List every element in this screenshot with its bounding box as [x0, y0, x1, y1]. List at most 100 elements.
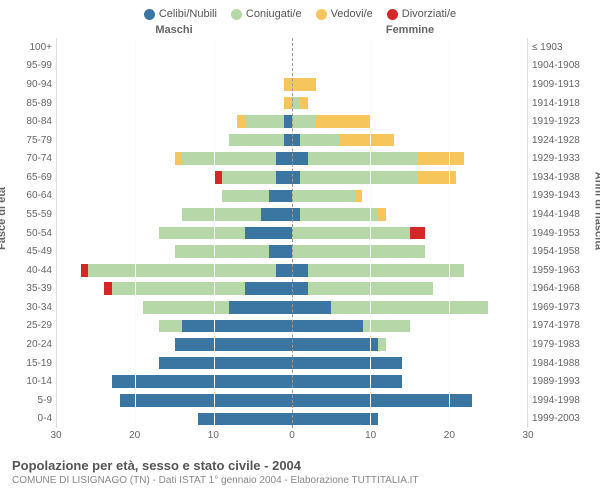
legend-item: Celibi/Nubili: [144, 8, 217, 20]
bar-row-female: [292, 75, 527, 94]
bar-segment: [410, 227, 426, 240]
bar-segment: [292, 394, 472, 407]
bar-row-female: [292, 410, 527, 429]
bar-row-female: [292, 112, 527, 131]
bar-segment: [292, 264, 308, 277]
bar-row-male: [57, 317, 292, 336]
bar-segment: [292, 413, 378, 426]
bar-row-female: [292, 317, 527, 336]
bar-segment: [229, 301, 292, 314]
bar-row-female: [292, 298, 527, 317]
age-label: 35-39: [12, 280, 56, 299]
bar-row-male: [57, 354, 292, 373]
age-label: 50-54: [12, 224, 56, 243]
age-label: 75-79: [12, 131, 56, 150]
bar-segment: [300, 208, 378, 221]
chart-canvas: [56, 38, 528, 428]
bar-segment: [81, 264, 89, 277]
bar-segment: [292, 227, 410, 240]
birth-label: 1939-1943: [528, 187, 588, 206]
bar-row-male: [57, 131, 292, 150]
bar-segment: [339, 134, 394, 147]
birth-label: 1959-1963: [528, 261, 588, 280]
bar-segment: [159, 227, 245, 240]
bar-row-female: [292, 224, 527, 243]
center-divider: [292, 38, 293, 428]
bar-segment: [245, 227, 292, 240]
bar-row-female: [292, 187, 527, 206]
bar-segment: [159, 357, 292, 370]
bar-segment: [316, 115, 371, 128]
column-headers: Maschi Femmine: [12, 24, 588, 36]
legend-label: Vedovi/e: [331, 8, 373, 20]
bar-segment: [378, 208, 386, 221]
bar-row-male: [57, 112, 292, 131]
birth-label: 1994-1998: [528, 391, 588, 410]
legend-swatch: [231, 9, 242, 20]
bar-segment: [276, 152, 292, 165]
bar-segment: [292, 301, 331, 314]
chart-subtitle: COMUNE DI LISIGNAGO (TN) - Dati ISTAT 1°…: [12, 475, 588, 486]
bar-segment: [292, 245, 425, 258]
birth-label: 1909-1913: [528, 75, 588, 94]
bar-segment: [143, 301, 229, 314]
birth-label: 1914-1918: [528, 94, 588, 113]
bar-segment: [276, 264, 292, 277]
bar-row-female: [292, 57, 527, 76]
birth-label: 1919-1923: [528, 112, 588, 131]
x-tick: 10: [208, 430, 219, 441]
bar-row-male: [57, 391, 292, 410]
birth-label: 1989-1993: [528, 372, 588, 391]
bar-row-female: [292, 391, 527, 410]
bar-row-male: [57, 242, 292, 261]
bar-segment: [120, 394, 292, 407]
bar-segment: [292, 375, 402, 388]
birth-label: 1944-1948: [528, 205, 588, 224]
bar-segment: [88, 264, 276, 277]
legend-item: Divorziati/e: [387, 8, 456, 20]
bar-segment: [229, 134, 284, 147]
bar-segment: [175, 338, 293, 351]
age-label: 70-74: [12, 149, 56, 168]
birth-label: 1984-1988: [528, 354, 588, 373]
bar-segment: [159, 320, 183, 333]
bar-row-female: [292, 280, 527, 299]
bar-segment: [292, 97, 300, 110]
bar-row-male: [57, 261, 292, 280]
bar-segment: [175, 152, 183, 165]
bar-row-male: [57, 57, 292, 76]
bar-segment: [292, 208, 300, 221]
y-axis-right-title: Anni di nascita: [592, 172, 600, 250]
bar-row-male: [57, 224, 292, 243]
bar-row-male: [57, 149, 292, 168]
bar-segment: [112, 375, 292, 388]
bar-segment: [292, 338, 378, 351]
x-tick: 20: [129, 430, 140, 441]
bar-segment: [292, 171, 300, 184]
x-tick: 30: [50, 430, 61, 441]
bar-segment: [104, 282, 112, 295]
age-label: 25-29: [12, 317, 56, 336]
bar-segment: [269, 245, 293, 258]
birth-label: 1954-1958: [528, 242, 588, 261]
x-tick: 20: [444, 430, 455, 441]
bar-segment: [292, 152, 308, 165]
age-label: 15-19: [12, 354, 56, 373]
bar-segment: [214, 171, 222, 184]
bar-segment: [331, 301, 488, 314]
age-label: 40-44: [12, 261, 56, 280]
header-male: Maschi: [56, 24, 292, 36]
bar-segment: [245, 115, 284, 128]
age-label: 0-4: [12, 410, 56, 429]
bar-row-female: [292, 261, 527, 280]
legend: Celibi/NubiliConiugati/eVedovi/eDivorzia…: [12, 8, 588, 20]
bar-row-male: [57, 410, 292, 429]
bar-row-male: [57, 205, 292, 224]
bar-row-male: [57, 335, 292, 354]
bar-row-male: [57, 298, 292, 317]
bar-segment: [308, 264, 465, 277]
bar-row-female: [292, 354, 527, 373]
age-label: 20-24: [12, 335, 56, 354]
age-label: 10-14: [12, 372, 56, 391]
x-tick: 10: [365, 430, 376, 441]
